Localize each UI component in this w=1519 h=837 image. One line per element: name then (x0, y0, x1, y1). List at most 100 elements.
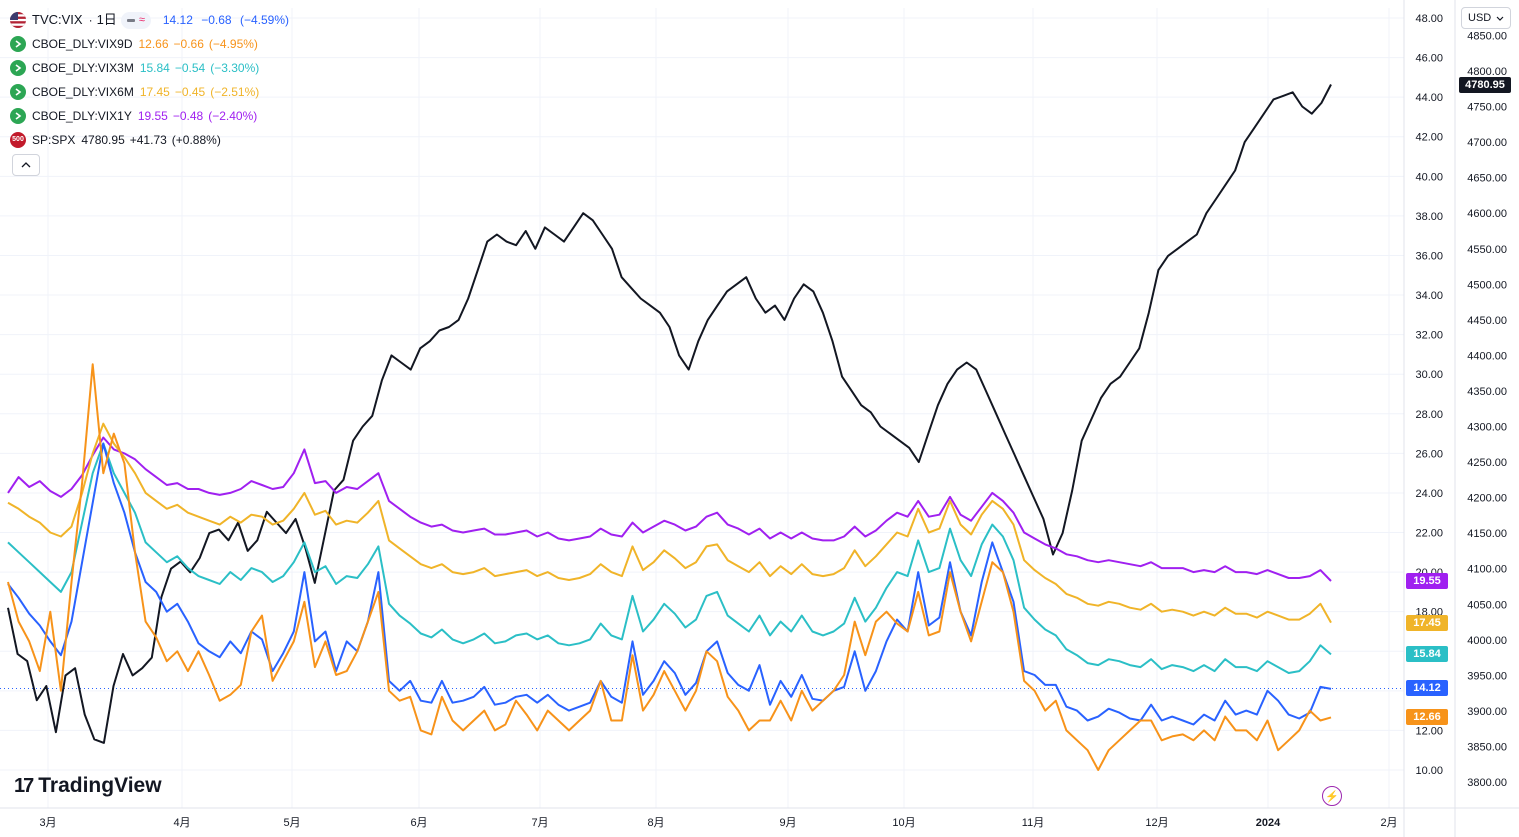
legend-last: 15.84 (139, 61, 170, 75)
left-axis-tick: 26.00 (1415, 448, 1443, 460)
right-axis-tick: 4200.00 (1467, 493, 1507, 505)
series-line (7, 422, 1332, 624)
legend-row[interactable]: CBOE_DLY:VIX1Y 19.55 −0.48 (−2.40%) (10, 104, 294, 128)
left-axis-tick: 48.00 (1415, 13, 1443, 25)
time-axis-label: 5月 (283, 817, 300, 829)
left-axis-tick: 10.00 (1415, 765, 1443, 777)
time-axis-label: 3月 (39, 817, 56, 829)
right-axis-tick: 4600.00 (1467, 208, 1507, 220)
right-axis-tick: 4700.00 (1467, 137, 1507, 149)
legend-row[interactable]: CBOE_DLY:VIX9D 12.66 −0.66 (−4.95%) (10, 32, 294, 56)
main-change-pct: (−4.59%) (239, 13, 289, 27)
legend-last: 4780.95 (81, 133, 125, 147)
right-axis-tick: 4550.00 (1467, 244, 1507, 256)
time-axis-label: 11月 (1022, 817, 1044, 829)
main-symbol[interactable]: TVC:VIX (32, 12, 83, 27)
legend-change-pct: (−2.51%) (210, 85, 260, 99)
left-axis-tick: 22.00 (1415, 528, 1443, 540)
right-axis-tick: 4850.00 (1467, 30, 1507, 42)
timeframe-label[interactable]: 1日 (96, 12, 117, 27)
legend-row[interactable]: CBOE_DLY:VIX3M 15.84 −0.54 (−3.30%) (10, 56, 294, 80)
left-axis-tick: 34.00 (1415, 290, 1443, 302)
arrow-right-icon (10, 84, 26, 100)
right-axis-tick: 4750.00 (1467, 102, 1507, 114)
collapse-legend-button[interactable] (12, 154, 40, 176)
legend-row[interactable]: CBOE_DLY:VIX6M 17.45 −0.45 (−2.51%) (10, 80, 294, 104)
last-value-badge: 12.66 (1406, 709, 1448, 726)
arrow-right-icon (10, 36, 26, 52)
left-axis-tick: 30.00 (1415, 369, 1443, 381)
legend-symbol[interactable]: CBOE_DLY:VIX6M (32, 85, 134, 99)
legend-main-row[interactable]: TVC:VIX · 1日 ≈ 14.12 −0.68 (−4.59%) (10, 8, 294, 32)
right-axis-tick: 4100.00 (1467, 564, 1507, 576)
sp500-icon: 500 (10, 132, 26, 148)
tradingview-logo[interactable]: 17 TradingView (14, 774, 162, 798)
legend-change: −0.45 (174, 85, 206, 99)
left-axis-tick: 24.00 (1415, 488, 1443, 500)
legend-values: 19.55 −0.48 (−2.40%) (138, 104, 262, 128)
lightning-icon[interactable]: ⚡ (1322, 786, 1342, 806)
legend-values: 15.84 −0.54 (−3.30%) (140, 56, 264, 80)
legend-values: 12.66 −0.66 (−4.95%) (139, 32, 263, 56)
currency-label: USD (1468, 12, 1492, 24)
main-values: 14.12 −0.68 (−4.59%) (163, 8, 294, 32)
last-value-badge: 14.12 (1406, 680, 1448, 697)
legend-last: 17.45 (139, 85, 170, 99)
series-line (7, 436, 1332, 582)
series-tvc-vix (7, 442, 1332, 726)
chevron-up-icon (21, 162, 31, 168)
legend-panel: TVC:VIX · 1日 ≈ 14.12 −0.68 (−4.59%) CBOE… (10, 8, 294, 152)
series-layer (7, 84, 1332, 771)
series-line (7, 363, 1332, 771)
right-axis-tick: 4450.00 (1467, 315, 1507, 327)
legend-values: 17.45 −0.45 (−2.51%) (140, 80, 264, 104)
legend-symbol[interactable]: CBOE_DLY:VIX9D (32, 37, 133, 51)
time-axis-label: 2月 (1380, 817, 1397, 829)
right-axis-tick: 4500.00 (1467, 279, 1507, 291)
right-axis-tick: 4250.00 (1467, 457, 1507, 469)
main-last: 14.12 (162, 13, 193, 27)
dot-separator: · (88, 13, 93, 27)
wave-icon: ≈ (138, 14, 145, 26)
legend-series-rows: CBOE_DLY:VIX9D 12.66 −0.66 (−4.95%) CBOE_DLY… (10, 32, 294, 152)
last-value-badge: 17.45 (1406, 614, 1448, 631)
series-cboe-dly-vix3m (7, 442, 1332, 674)
currency-selector[interactable]: USD (1461, 7, 1511, 29)
legend-row[interactable]: 500 SP:SPX 4780.95 +41.73 (+0.88%) (10, 128, 294, 152)
right-axis-tick: 4800.00 (1467, 66, 1507, 78)
left-price-axis[interactable]: 48.00 46.00 44.00 42.00 40.00 38.00 36.00 34.00… (1415, 13, 1443, 777)
legend-symbol[interactable]: SP:SPX (32, 133, 76, 147)
left-axis-tick: 40.00 (1415, 171, 1443, 183)
time-axis-label: 10月 (892, 817, 915, 829)
right-axis-tick: 4650.00 (1467, 173, 1507, 185)
arrow-right-icon (10, 108, 26, 124)
series-cboe-dly-vix9d (7, 363, 1332, 771)
right-axis-tick: 3950.00 (1467, 670, 1507, 682)
chevron-down-icon (1496, 16, 1504, 21)
legend-last: 12.66 (138, 37, 169, 51)
time-axis-label: 9月 (779, 817, 796, 829)
time-axis-label: 8月 (647, 817, 664, 829)
legend-last: 19.55 (137, 109, 168, 123)
left-axis-tick: 36.00 (1415, 250, 1443, 262)
arrow-right-icon (10, 60, 26, 76)
left-axis-tick: 44.00 (1415, 92, 1443, 104)
time-axis-label: 4月 (173, 817, 190, 829)
legend-change-pct: (−2.40%) (208, 109, 258, 123)
series-sp-spx (7, 84, 1332, 744)
legend-symbol[interactable]: CBOE_DLY:VIX3M (32, 61, 134, 75)
series-cboe-dly-vix6m (7, 422, 1332, 624)
right-axis-tick: 3800.00 (1467, 777, 1507, 789)
right-axis-tick: 3900.00 (1467, 706, 1507, 718)
legend-change: +41.73 (129, 133, 167, 147)
indicator-pill[interactable]: ≈ (120, 11, 151, 29)
time-axis[interactable]: 3月 4月 5月 6月 7月 8月 9月 10月 11月 12月 2024 2月 (39, 817, 1397, 829)
last-value-badge: 4780.95 (1459, 76, 1511, 93)
time-axis-label: 2024 (1256, 817, 1281, 829)
minus-icon (126, 18, 135, 22)
main-change: −0.68 (201, 13, 232, 27)
legend-change: −0.48 (172, 109, 204, 123)
right-price-axis[interactable]: 4850.00 4800.00 4750.00 4700.00 4650.00 4600.… (1467, 30, 1507, 789)
legend-values: 4780.95 +41.73 (+0.88%) (81, 128, 225, 152)
legend-symbol[interactable]: CBOE_DLY:VIX1Y (32, 109, 132, 123)
